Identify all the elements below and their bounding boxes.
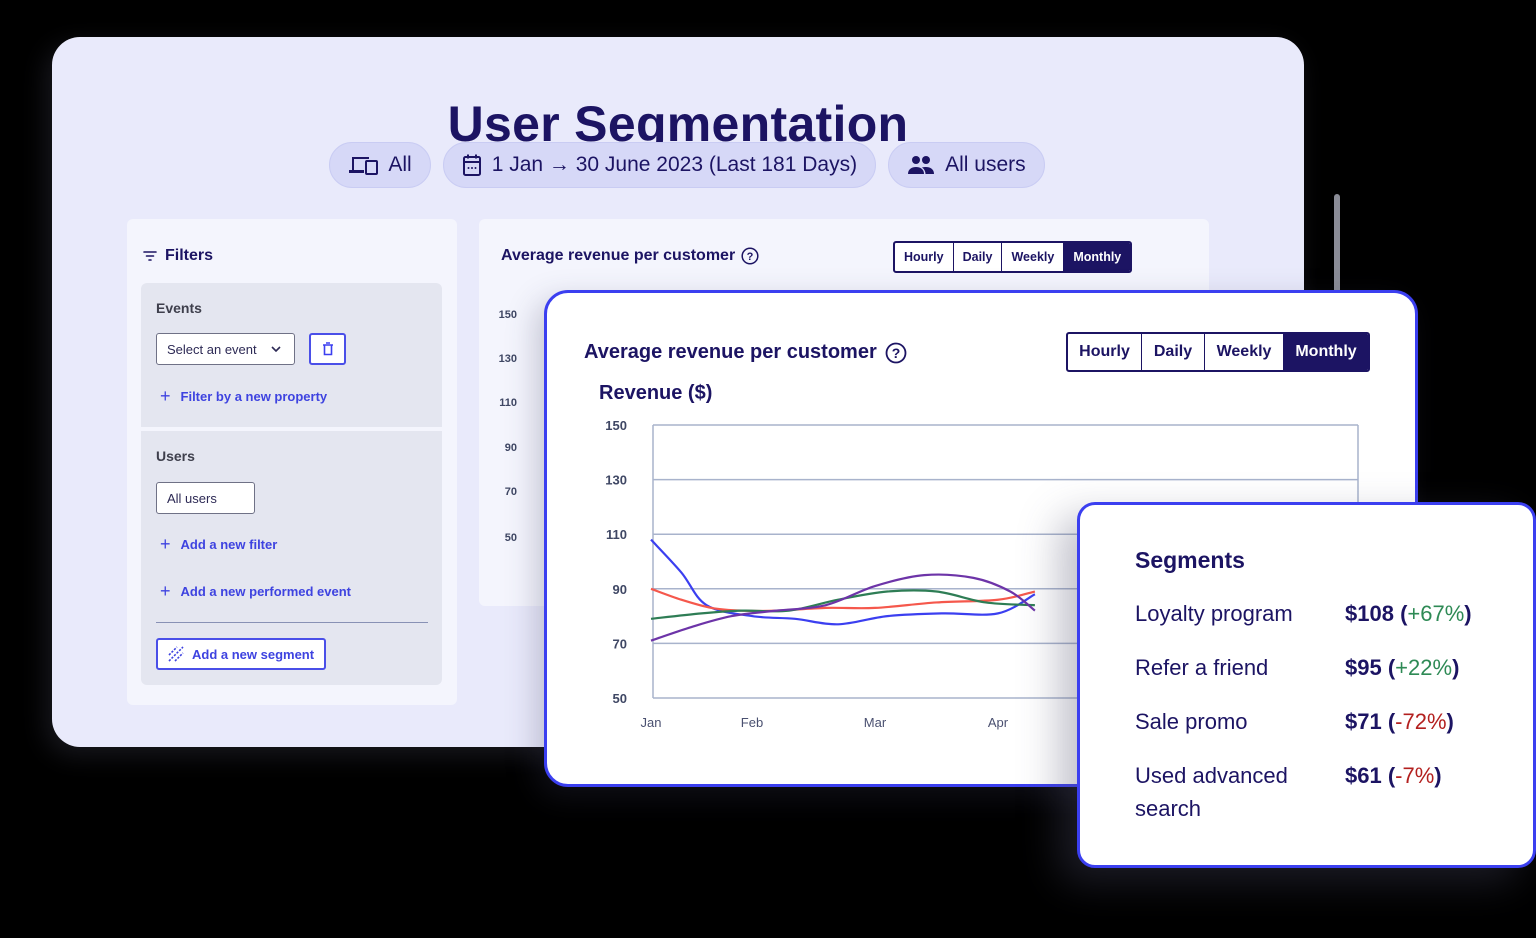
events-section: Events Select an event + Filter by a new… bbox=[141, 283, 442, 427]
delete-event-button[interactable] bbox=[309, 333, 346, 365]
x-tick-label: Feb bbox=[741, 715, 763, 730]
filter-by-property-link[interactable]: + Filter by a new property bbox=[160, 387, 327, 405]
option-monthly[interactable]: Monthly bbox=[1284, 334, 1368, 370]
bg-option-monthly[interactable]: Monthly bbox=[1064, 243, 1131, 271]
section-divider bbox=[156, 622, 428, 623]
platform-pill[interactable]: All bbox=[329, 142, 431, 188]
series-line-purple bbox=[650, 573, 1036, 642]
filters-panel: Filters Events Select an event + Filter … bbox=[127, 219, 457, 705]
granularity-toggle: Hourly Daily Weekly Monthly bbox=[1066, 332, 1370, 372]
segment-change: -7% bbox=[1395, 763, 1435, 788]
audience-pill-label: All users bbox=[945, 153, 1026, 176]
event-select[interactable]: Select an event bbox=[156, 333, 295, 365]
segment-name: Loyalty program bbox=[1135, 601, 1293, 626]
segment-amount: $71 bbox=[1345, 709, 1382, 734]
segment-row[interactable]: Loyalty program $108 (+67%) bbox=[1135, 597, 1515, 630]
segment-change: +22% bbox=[1395, 655, 1453, 680]
users-label: Users bbox=[156, 448, 195, 464]
segment-name: Sale promo bbox=[1135, 709, 1248, 734]
segment-change: +67% bbox=[1407, 601, 1465, 626]
bg-y-tick: 130 bbox=[498, 353, 517, 365]
y-axis-label: Revenue ($) bbox=[599, 382, 713, 404]
y-tick-label: 90 bbox=[613, 582, 627, 597]
add-filter-label: Add a new filter bbox=[180, 536, 278, 552]
bg-option-weekly[interactable]: Weekly bbox=[1002, 243, 1065, 271]
bg-y-tick: 90 bbox=[504, 442, 517, 454]
add-filter-link[interactable]: + Add a new filter bbox=[160, 535, 277, 553]
chevron-down-icon bbox=[271, 346, 281, 352]
segment-change: -72% bbox=[1395, 709, 1447, 734]
plus-icon: + bbox=[160, 386, 171, 406]
segments-card: Segments Loyalty program $108 (+67%) Ref… bbox=[1077, 502, 1536, 868]
segment-amount: $61 bbox=[1345, 763, 1382, 788]
y-tick-label: 110 bbox=[606, 527, 627, 542]
users-select-value: All users bbox=[167, 490, 217, 506]
users-select[interactable]: All users bbox=[156, 482, 255, 514]
help-circle-icon[interactable]: ? bbox=[885, 342, 907, 364]
users-icon bbox=[908, 156, 935, 174]
segment-name: Used advanced search bbox=[1135, 763, 1288, 821]
segment-row[interactable]: Refer a friend $95 (+22%) bbox=[1135, 651, 1515, 684]
add-performed-event-link[interactable]: + Add a new performed event bbox=[160, 582, 351, 600]
option-weekly[interactable]: Weekly bbox=[1205, 334, 1284, 370]
segments-title: Segments bbox=[1135, 547, 1245, 573]
segment-row[interactable]: Used advanced search $61 (-7%) bbox=[1135, 759, 1515, 825]
segment-value: $95 (+22%) bbox=[1345, 655, 1460, 680]
bg-chart-title: Average revenue per customer ? bbox=[501, 247, 759, 265]
help-circle-icon[interactable]: ? bbox=[741, 247, 759, 265]
svg-text:?: ? bbox=[891, 345, 900, 361]
segment-value: $71 (-72%) bbox=[1345, 709, 1454, 734]
add-performed-event-label: Add a new performed event bbox=[180, 583, 351, 599]
y-tick-label: 130 bbox=[605, 473, 627, 488]
events-label: Events bbox=[156, 300, 202, 316]
add-segment-label: Add a new segment bbox=[192, 646, 315, 662]
segment-amount: $108 bbox=[1345, 601, 1394, 626]
series-line-green bbox=[650, 589, 1035, 620]
bg-y-tick: 110 bbox=[499, 397, 517, 409]
platform-pill-label: All bbox=[388, 153, 412, 176]
bg-option-hourly[interactable]: Hourly bbox=[895, 243, 954, 271]
bg-y-tick: 150 bbox=[498, 309, 517, 321]
bg-y-tick: 70 bbox=[504, 486, 517, 498]
plus-icon: + bbox=[160, 581, 171, 601]
devices-icon bbox=[349, 157, 379, 175]
x-tick-label: Mar bbox=[864, 715, 887, 730]
filters-title: Filters bbox=[165, 247, 214, 264]
series-line-blue bbox=[650, 538, 1036, 626]
x-tick-label: Jan bbox=[641, 715, 662, 730]
option-daily[interactable]: Daily bbox=[1142, 334, 1205, 370]
x-tick-label: Apr bbox=[988, 715, 1009, 730]
segment-row[interactable]: Sale promo $71 (-72%) bbox=[1135, 705, 1515, 738]
audience-pill[interactable]: All users bbox=[888, 142, 1045, 188]
event-select-placeholder: Select an event bbox=[167, 341, 257, 357]
header-filter-pills: All 1 Jan → 30 June 2023 (Last 181 Days)… bbox=[0, 142, 1374, 188]
hatch-icon bbox=[168, 646, 184, 662]
svg-text:?: ? bbox=[747, 251, 754, 263]
vertical-scrollbar[interactable] bbox=[1334, 194, 1340, 334]
y-tick-label: 70 bbox=[613, 636, 627, 651]
chart-title-text: Average revenue per customer bbox=[584, 341, 877, 363]
users-section: Users All users + Add a new filter + Add… bbox=[141, 431, 442, 685]
bg-chart-title-text: Average revenue per customer bbox=[501, 247, 736, 264]
segment-amount: $95 bbox=[1345, 655, 1382, 680]
segment-name: Refer a friend bbox=[1135, 655, 1269, 680]
y-tick-label: 150 bbox=[605, 418, 627, 433]
add-segment-button[interactable]: Add a new segment bbox=[156, 638, 327, 670]
filter-by-property-label: Filter by a new property bbox=[180, 388, 328, 404]
trash-icon bbox=[322, 342, 333, 356]
filter-icon bbox=[143, 251, 157, 261]
chart-title: Average revenue per customer ? bbox=[584, 341, 907, 364]
bg-option-daily[interactable]: Daily bbox=[954, 243, 1003, 271]
date-range-label: 1 Jan → 30 June 2023 (Last 181 Days) bbox=[491, 153, 858, 176]
date-range-pill[interactable]: 1 Jan → 30 June 2023 (Last 181 Days) bbox=[442, 142, 877, 188]
plus-icon: + bbox=[160, 534, 171, 554]
filters-header: Filters bbox=[143, 247, 213, 265]
y-tick-label: 50 bbox=[613, 691, 627, 706]
segment-value: $108 (+67%) bbox=[1345, 601, 1472, 626]
segment-value: $61 (-7%) bbox=[1345, 763, 1442, 788]
option-hourly[interactable]: Hourly bbox=[1068, 334, 1142, 370]
calendar-icon bbox=[462, 154, 481, 176]
bg-y-tick: 50 bbox=[504, 532, 517, 544]
bg-granularity-toggle: Hourly Daily Weekly Monthly bbox=[893, 241, 1133, 273]
